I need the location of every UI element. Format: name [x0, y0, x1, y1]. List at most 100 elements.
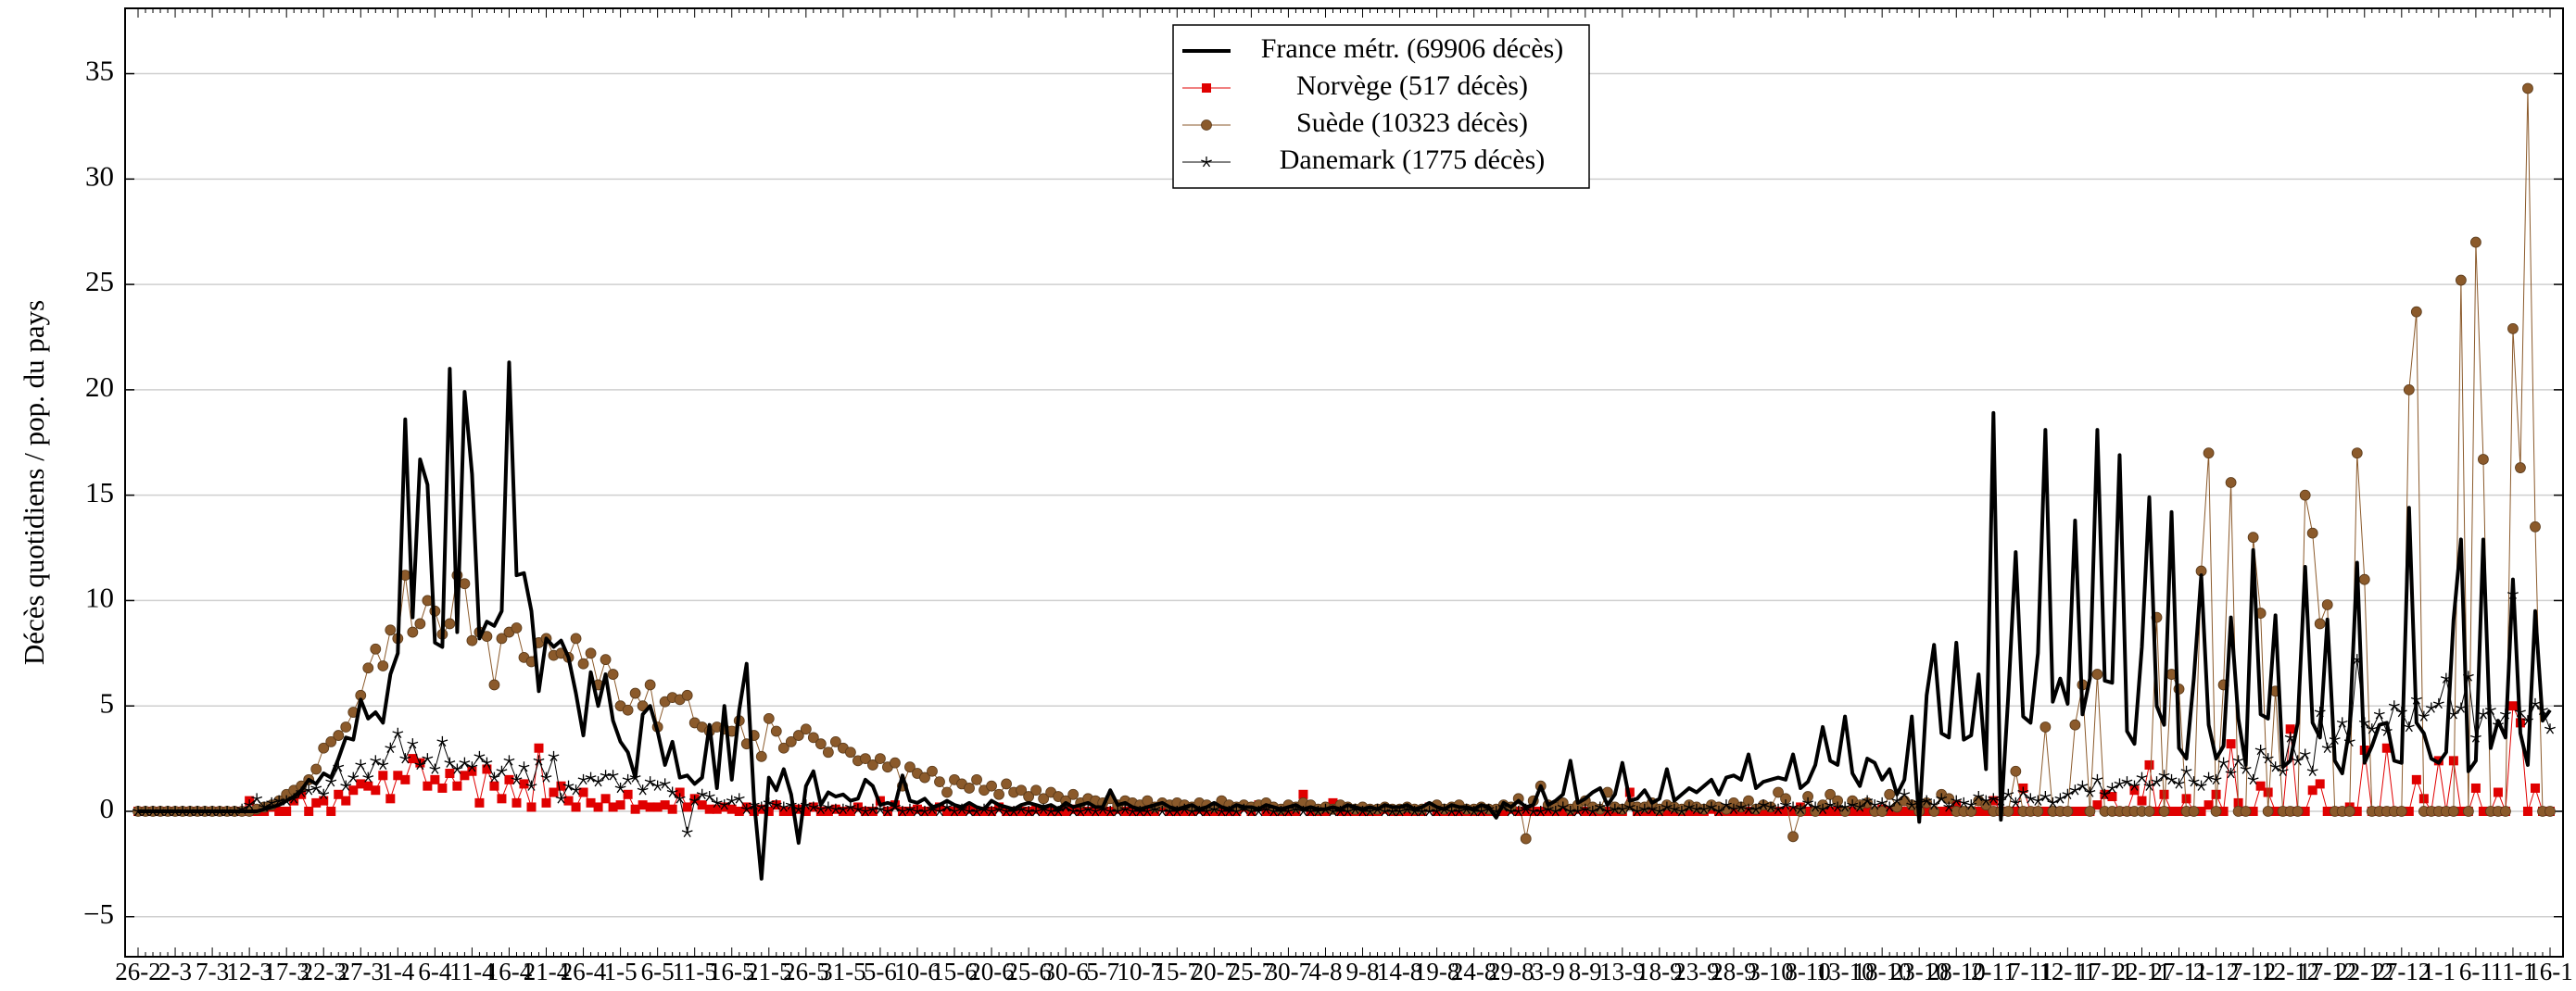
marker: [1862, 795, 1874, 806]
marker: [310, 763, 322, 775]
marker: [2039, 721, 2052, 733]
marker: [1549, 805, 1561, 817]
marker: [1580, 806, 1590, 816]
marker: [1201, 157, 1212, 168]
marker: [2314, 618, 2326, 630]
marker: [2456, 806, 2466, 816]
marker: [734, 806, 744, 816]
marker: [1788, 806, 1799, 816]
marker: [2129, 785, 2140, 796]
marker: [1980, 795, 1992, 806]
marker: [1936, 793, 1948, 804]
marker: [718, 799, 730, 810]
y-tick-label: 35: [85, 55, 114, 87]
marker: [1773, 786, 1784, 798]
marker: [2136, 771, 2148, 783]
marker: [971, 773, 982, 785]
x-tick-label: 22-3: [300, 958, 347, 985]
marker: [2530, 783, 2540, 793]
marker: [666, 786, 678, 797]
marker: [1521, 806, 1531, 816]
marker: [2255, 781, 2266, 791]
marker: [541, 797, 551, 808]
marker: [1423, 805, 1435, 817]
marker: [2166, 773, 2178, 785]
marker: [1958, 797, 1970, 809]
marker: [319, 796, 329, 806]
marker: [2447, 709, 2459, 720]
marker: [770, 725, 782, 737]
x-tick-label: 22-12: [2335, 958, 2393, 985]
legend-label: Danemark (1775 décès): [1280, 144, 1546, 175]
marker: [941, 786, 953, 798]
x-tick-label: 27-12: [2372, 958, 2431, 985]
marker: [1082, 803, 1094, 814]
marker: [1030, 784, 1042, 797]
marker: [2040, 806, 2051, 816]
x-tick-label: 15-7: [1155, 958, 1201, 985]
marker: [385, 624, 397, 636]
marker: [2210, 773, 2222, 785]
marker: [1765, 801, 1776, 812]
marker: [1646, 803, 1658, 814]
marker: [2077, 780, 2089, 791]
marker: [2159, 789, 2169, 799]
marker: [2240, 806, 2252, 817]
marker: [637, 784, 649, 796]
x-tick-label: 3-9: [1532, 958, 1565, 985]
marker: [986, 780, 997, 792]
marker: [2270, 806, 2280, 816]
x-tick-label: 10-6: [894, 958, 941, 985]
marker: [2299, 489, 2311, 501]
marker: [2152, 806, 2162, 816]
marker: [385, 742, 397, 753]
marker: [1884, 788, 1896, 800]
marker: [660, 800, 670, 810]
marker: [555, 793, 567, 804]
marker: [2522, 806, 2532, 816]
x-tick-label: 18-9: [1636, 958, 1683, 985]
marker: [1884, 801, 1896, 812]
x-tick-label: 12-11: [2039, 958, 2096, 985]
marker: [556, 781, 566, 791]
marker: [979, 806, 990, 816]
marker: [459, 757, 471, 768]
marker: [1810, 801, 1821, 812]
marker: [1758, 799, 1769, 810]
marker: [2285, 724, 2295, 734]
marker: [756, 804, 766, 814]
marker: [2447, 806, 2459, 817]
marker: [577, 658, 589, 670]
marker: [570, 633, 582, 645]
plot-frame: [124, 7, 2564, 958]
marker: [2322, 806, 2332, 816]
marker: [2403, 383, 2415, 395]
marker: [1328, 797, 1338, 808]
marker: [2425, 702, 2437, 713]
marker: [1527, 805, 1539, 817]
marker: [1774, 806, 1784, 816]
series-line: [138, 594, 2551, 834]
x-tick-label: 23-9: [1673, 958, 1720, 985]
x-tick-label: 16-5: [709, 958, 755, 985]
marker: [1854, 801, 1866, 812]
x-tick-label: 15-6: [931, 958, 978, 985]
marker: [297, 789, 307, 799]
marker: [2404, 806, 2414, 816]
marker: [377, 759, 389, 771]
marker: [726, 804, 737, 814]
marker: [1787, 801, 1799, 812]
legend-box: [1172, 24, 1590, 189]
marker: [1298, 789, 1308, 799]
marker: [1067, 788, 1080, 800]
marker: [2336, 717, 2348, 728]
x-tick-label: 29-8: [1488, 958, 1534, 985]
marker: [2099, 788, 2111, 800]
marker: [703, 791, 715, 802]
y-tick-label: 0: [100, 792, 115, 824]
marker: [919, 805, 930, 817]
marker: [1594, 801, 1606, 812]
marker: [704, 804, 714, 814]
marker: [2262, 806, 2274, 817]
marker: [1973, 791, 1985, 802]
